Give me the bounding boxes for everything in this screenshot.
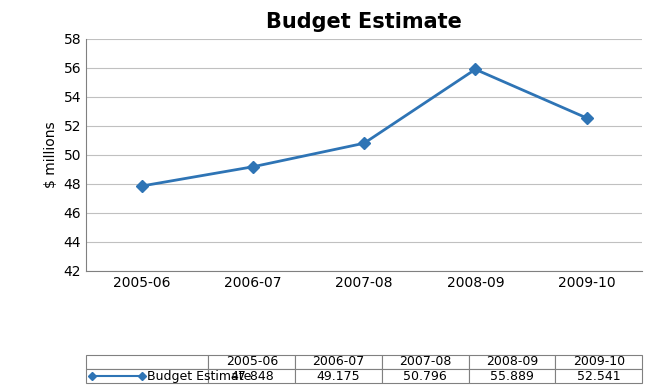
Text: 55.889: 55.889 [490,370,534,383]
Text: 2006-07: 2006-07 [312,356,365,368]
Bar [469,355,555,369]
Y-axis label: $ millions: $ millions [44,122,58,188]
Text: 47.848: 47.848 [230,370,273,383]
Bar [295,355,382,369]
Bar [86,369,209,383]
Bar [555,355,642,369]
Text: 2005-06: 2005-06 [226,356,278,368]
Text: 2008-09: 2008-09 [486,356,538,368]
Text: Budget Estimate: Budget Estimate [147,370,252,383]
Bar [295,369,382,383]
Text: 49.175: 49.175 [316,370,360,383]
Bar [382,355,469,369]
Bar [209,355,295,369]
Bar [555,369,642,383]
Bar [469,369,555,383]
Bar [209,369,295,383]
Bar [382,369,469,383]
Text: 50.796: 50.796 [403,370,447,383]
Text: 52.541: 52.541 [577,370,620,383]
Bar [86,355,209,369]
Title: Budget Estimate: Budget Estimate [266,12,462,32]
Text: 2007-08: 2007-08 [399,356,451,368]
Text: 2009-10: 2009-10 [573,356,625,368]
